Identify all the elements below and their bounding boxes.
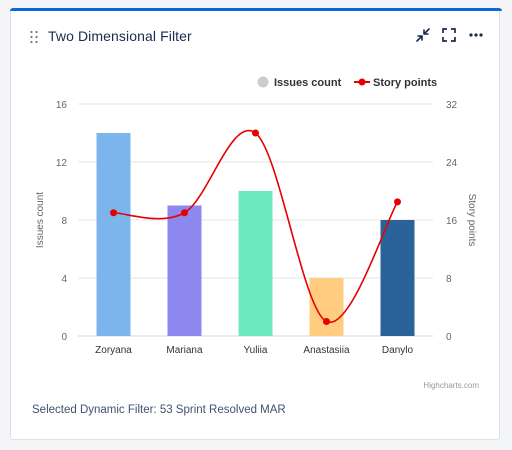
story-points-marker [110, 209, 117, 217]
gadget-header: Two Dimensional Filter [11, 19, 499, 55]
y2-axis-tick-label: 32 [446, 100, 458, 111]
gadget-accent-bar [10, 8, 502, 11]
collapse-icon[interactable] [413, 25, 433, 45]
bar-zoryana [96, 133, 131, 336]
story-points-marker [394, 198, 401, 206]
bar-anastasiia [309, 278, 344, 336]
legend-issues-symbol [257, 76, 269, 88]
legend-story-label: Story points [373, 77, 437, 89]
x-axis-tick-label: Mariana [166, 345, 203, 356]
y2-axis-tick-label: 8 [446, 274, 452, 285]
selected-filter-text: Selected Dynamic Filter: 53 Sprint Resol… [32, 404, 286, 416]
y-axis-tick-label: 12 [56, 158, 68, 169]
story-points-marker [323, 318, 330, 325]
bar-mariana [167, 205, 202, 336]
gadget-title: Two Dimensional Filter [48, 28, 192, 44]
y-axis-tick-label: 0 [61, 332, 67, 343]
x-axis-tick-label: Yuliia [244, 345, 268, 356]
legend-story-symbol [358, 78, 366, 86]
x-axis-tick-label: Anastasiia [303, 345, 350, 356]
more-options-icon[interactable] [466, 25, 486, 45]
story-points-marker [181, 209, 188, 217]
y-axis-tick-label: 8 [61, 216, 67, 227]
chart-area: 0 4 8 12 16 0 8 16 24 32 Issues count Story points Z… [35, 76, 479, 390]
highcharts-credits: Highcharts.com [423, 381, 479, 390]
story-points-marker [252, 129, 259, 137]
y2-axis-tick-label: 0 [446, 332, 452, 343]
y-axis-tick-label: 16 [56, 100, 68, 111]
y2-axis-tick-label: 24 [446, 158, 458, 169]
y-axis-title: Issues count [35, 192, 46, 248]
drag-handle-icon[interactable] [29, 28, 39, 46]
legend-issues-label: Issues count [274, 77, 342, 89]
y2-axis-tick-label: 16 [446, 216, 458, 227]
fullscreen-icon[interactable] [439, 25, 459, 45]
y-axis-tick-label: 4 [61, 274, 67, 285]
x-axis-tick-label: Zoryana [95, 345, 132, 356]
y2-axis-title: Story points [466, 194, 477, 247]
bar-danylo [380, 220, 415, 336]
chart-legend: Issues count Story points [257, 76, 437, 89]
x-axis-tick-label: Danylo [382, 345, 414, 356]
gadget-card: Two Dimensional Filter 0 4 8 12 16 0 8 16 24 32 Is… [10, 8, 502, 440]
bar-yuliia [238, 191, 273, 336]
